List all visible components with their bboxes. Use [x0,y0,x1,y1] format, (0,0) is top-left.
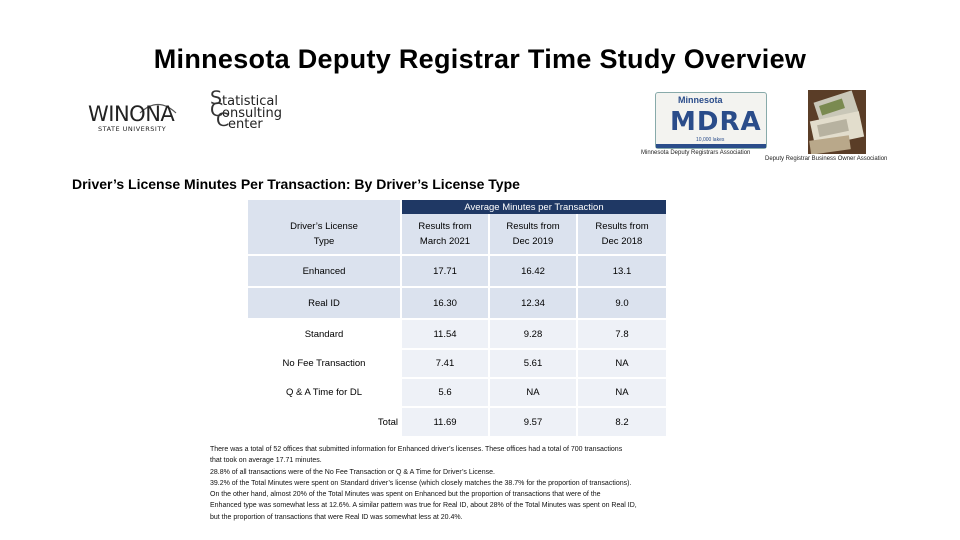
table-cell: 9.57 [490,408,576,436]
table-cell: 13.1 [578,256,666,286]
winona-logo-name: WINONA [88,102,175,126]
winona-arc-icon [139,103,177,114]
summary-line: On the other hand, almost 20% of the Tot… [210,491,601,499]
table-row-label: No Fee Transaction [282,358,366,369]
summary-text: There was a total of 52 offices that sub… [210,444,770,523]
license-plates-image [808,90,866,154]
dbo-caption: Deputy Registrar Business Owner Associat… [765,156,888,162]
mdra-plate-text: MDRA [670,107,762,137]
table-cell: 17.71 [402,256,488,286]
table-row-label: Q & A Time for DL [285,387,363,398]
table-cell: 7.8 [578,320,666,348]
table-cell: 11.54 [402,320,488,348]
table-row-total: Total 11.69 9.57 8.2 [248,408,666,436]
table-row: Q & A Time for DL 5.6 NA NA [248,379,666,406]
table-column-header-row: Driver’s License Type Results from March… [248,214,666,254]
table-subtitle: Driver’s License Minutes Per Transaction… [72,176,520,192]
mdra-plate-bar [656,144,766,148]
mdra-license-plate-logo: Minnesota MDRA 10,000 lakes [655,92,767,149]
table-cell: 16.30 [402,288,488,318]
table-column-header: Results from Dec 2019 [490,214,576,254]
summary-line: but the proportion of transactions that … [210,513,463,521]
table-cell: 7.41 [402,350,488,377]
scc-letter-c2: C [216,109,230,131]
table-cell: 9.0 [578,288,666,318]
column-header-text: Results from March 2021 [418,221,472,247]
winona-logo-subtitle: STATE UNIVERSITY [98,125,167,133]
table-corner-cell [248,200,400,214]
summary-line: that took on average 17.71 minutes. [210,457,322,465]
table-row-label: Total [377,416,398,428]
mdra-caption: Minnesota Deputy Registrars Association [641,150,751,156]
column-header-text: Results from Dec 2018 [595,221,649,247]
table-cell: NA [578,379,666,406]
page-title: Minnesota Deputy Registrar Time Study Ov… [153,44,807,74]
table-column-header: Results from March 2021 [402,214,488,254]
table-cell: NA [490,379,576,406]
table-row-header: Driver’s License Type [248,214,400,254]
table-group-header-row: Average Minutes per Transaction [248,200,666,214]
mdra-plate-slogan: 10,000 lakes [696,137,725,143]
column-header-text: Results from Dec 2019 [506,221,560,247]
table-row: No Fee Transaction 7.41 5.61 NA [248,350,666,377]
table-cell: 12.34 [490,288,576,318]
table-cell: 16.42 [490,256,576,286]
summary-line: 39.2% of the Total Minutes were spent on… [210,479,632,487]
scc-line-2: onsulting [222,106,283,121]
table-cell: 11.69 [402,408,488,436]
table-cell: 5.61 [490,350,576,377]
table-row: Standard 11.54 9.28 7.8 [248,320,666,348]
table-cell: 8.2 [578,408,666,436]
table-row-label: Enhanced [248,256,400,286]
table-row: Enhanced 17.71 16.42 13.1 [248,256,666,286]
scc-line-3: enter [228,117,263,132]
table-cell: 5.6 [402,379,488,406]
table-cell: 9.28 [490,320,576,348]
table-group-header: Average Minutes per Transaction [402,200,666,214]
statistical-consulting-center-logo: S tatistical C onsulting C enter [210,87,320,132]
table-row-label: Real ID [248,288,400,318]
summary-line: Enhanced type was somewhat less at 12.6%… [210,502,637,510]
summary-line: 28.8% of all transactions were of the No… [210,468,495,476]
summary-line: There was a total of 52 offices that sub… [210,446,623,453]
table-row: Real ID 16.30 12.34 9.0 [248,288,666,318]
table-column-header: Results from Dec 2018 [578,214,666,254]
scc-letter-c1: C [210,99,224,121]
scc-letter-s: S [210,87,223,109]
mdra-plate-state: Minnesota [678,95,723,105]
scc-line-1: tatistical [222,94,278,109]
winona-state-university-logo: WINONA STATE UNIVERSITY [88,100,188,136]
table-cell: NA [578,350,666,377]
table-row-header-text: Driver’s License Type [290,221,358,247]
license-plates-icon [808,90,866,154]
table-row-label: Standard [304,328,344,340]
